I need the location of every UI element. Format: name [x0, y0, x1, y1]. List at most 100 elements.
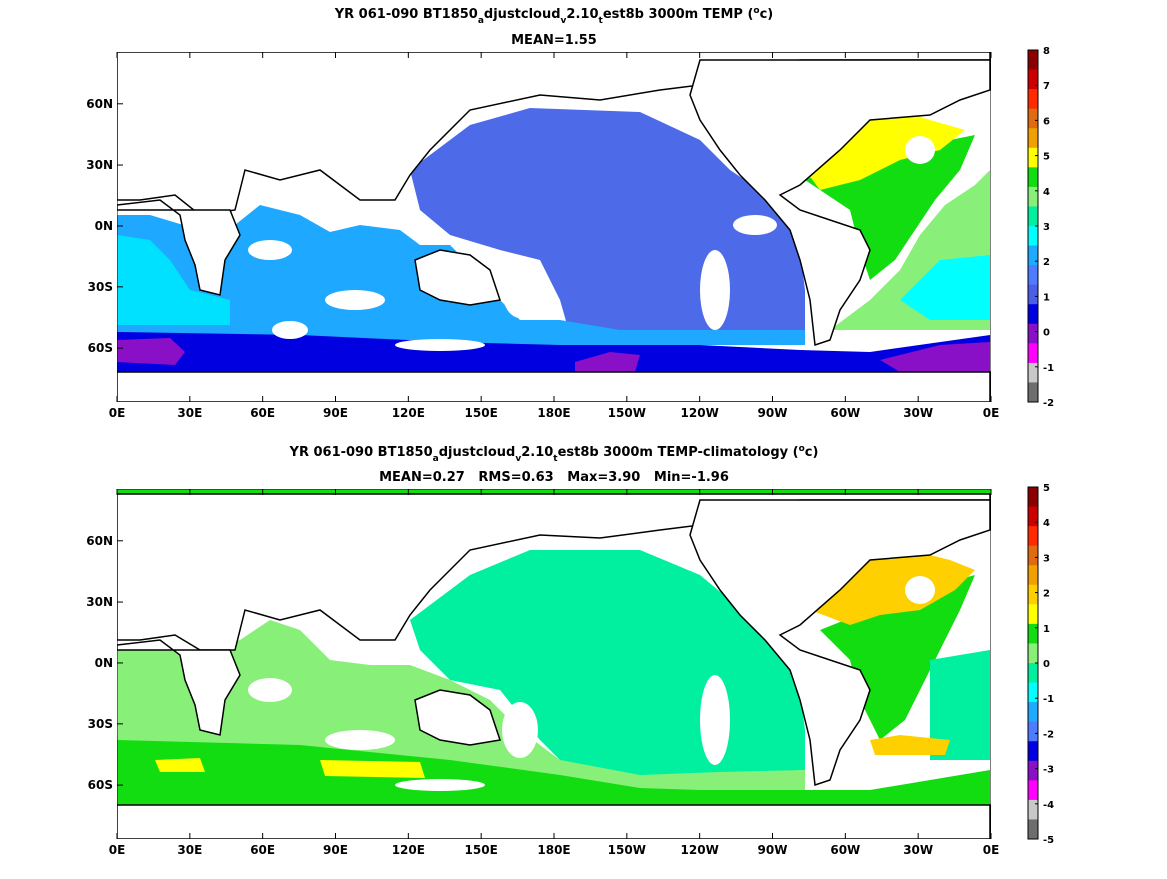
- panel-2: YR 061-090 BT1850adjustcloudv2.10test8b …: [86, 444, 1054, 857]
- panel-1-land-americas: [689, 59, 991, 347]
- colorbar-swatch: [1028, 50, 1038, 71]
- panel-2-land-americas: [689, 499, 991, 787]
- y-tick-label: 30N: [86, 595, 113, 609]
- panel-1-hole-2: [325, 290, 385, 310]
- panel-1-antarctic-purple-atlantic: [880, 342, 990, 372]
- x-tick-label: 120E: [392, 406, 425, 420]
- colorbar-swatch: [1028, 702, 1038, 723]
- colorbar-swatch: [1028, 206, 1038, 227]
- panel-2-land-antarctica: [117, 804, 991, 839]
- colorbar-tick-label: 5: [1043, 483, 1050, 494]
- colorbar-swatch: [1028, 545, 1038, 566]
- colorbar-tick-label: 4: [1043, 518, 1050, 529]
- colorbar-swatch: [1028, 186, 1038, 207]
- x-tick-label: 0E: [983, 406, 1000, 420]
- panel-2-atlantic-north: [810, 550, 975, 625]
- colorbar-swatch: [1028, 226, 1038, 247]
- x-tick-label: 30E: [177, 406, 202, 420]
- panel-1-antarctic-purple-pacific: [575, 352, 640, 372]
- colorbar-swatch: [1028, 584, 1038, 605]
- x-tick-label: 150E: [465, 406, 498, 420]
- y-tick-label: 0N: [95, 656, 113, 670]
- colorbar-swatch: [1028, 108, 1038, 129]
- panel-2-stats: MEAN=0.27 RMS=0.63 Max=3.90 Min=-1.96: [379, 470, 729, 485]
- panel-1: YR 061-090 BT1850adjustcloudv2.10test8b …: [86, 6, 1054, 420]
- x-tick-label: 150W: [608, 843, 646, 857]
- panel-1-stats: MEAN=1.55: [511, 33, 597, 48]
- colorbar-swatch: [1028, 167, 1038, 188]
- panel-1-axes: 0E 30E 60E 90E 120E 150E 180E 150W 120W 90W 60W 30W…: [86, 52, 999, 420]
- panel-2-atlantic-south-yellow: [870, 735, 950, 755]
- panel-2-land-africa: [117, 639, 241, 736]
- x-tick-label: 120W: [681, 843, 719, 857]
- panel-2-southern-ocean: [117, 740, 990, 805]
- colorbar-swatch: [1028, 487, 1038, 508]
- colorbar-tick-label: -4: [1043, 800, 1054, 811]
- panel-1-land-antarctica: [117, 371, 991, 402]
- x-tick-label: 0E: [983, 843, 1000, 857]
- panel-1-hole-5: [395, 339, 485, 351]
- panel-1-map: [117, 52, 991, 402]
- colorbar-tick-label: -5: [1043, 835, 1054, 846]
- colorbar-swatch: [1028, 506, 1038, 527]
- x-tick-label: 180E: [537, 843, 570, 857]
- x-tick-label: 90E: [323, 406, 348, 420]
- panel-1-south-band: [117, 235, 230, 325]
- panel-2-axes: 0E 30E 60E 90E 120E 150E 180E 150W 120W 90W 60W 30W…: [86, 489, 999, 857]
- colorbar-swatch: [1028, 663, 1038, 684]
- colorbar-swatch: [1028, 265, 1038, 286]
- colorbar-swatch: [1028, 604, 1038, 625]
- panel-2-yellow-patch-west: [155, 758, 205, 772]
- panel-2-hole-1: [248, 678, 292, 702]
- x-tick-label: 90W: [758, 406, 788, 420]
- x-tick-label: 60E: [250, 406, 275, 420]
- x-tick-label: 120E: [392, 843, 425, 857]
- panel-2-hole-5: [905, 576, 935, 604]
- colorbar-tick-label: 3: [1043, 553, 1050, 564]
- colorbar-tick-label: 7: [1043, 81, 1050, 92]
- panel-2-hole-4: [395, 779, 485, 791]
- panel-1-hole-6: [733, 215, 777, 235]
- colorbar-tick-label: 1: [1043, 624, 1050, 635]
- panel-2-atlantic-lime: [930, 650, 990, 760]
- x-tick-label: 0E: [109, 406, 126, 420]
- x-tick-label: 60W: [830, 406, 860, 420]
- y-tick-label: 30S: [88, 280, 113, 294]
- x-tick-label: 180E: [537, 406, 570, 420]
- colorbar-swatch: [1028, 741, 1038, 762]
- panel-1-land-australia: [414, 249, 501, 306]
- colorbar-swatch: [1028, 721, 1038, 742]
- colorbar-swatch: [1028, 780, 1038, 801]
- panel-1-hole-8: [905, 136, 935, 164]
- colorbar-swatch: [1028, 89, 1038, 110]
- colorbar-swatch: [1028, 69, 1038, 90]
- x-tick-label: 90W: [758, 843, 788, 857]
- panel-1-hole-1: [248, 240, 292, 260]
- y-tick-label: 30S: [88, 717, 113, 731]
- colorbar-tick-label: 0: [1043, 328, 1050, 339]
- x-tick-label: 30E: [177, 843, 202, 857]
- y-tick-label: 0N: [95, 219, 113, 233]
- colorbar-tick-label: 5: [1043, 152, 1050, 163]
- colorbar-swatch: [1028, 147, 1038, 168]
- colorbar-tick-label: 4: [1043, 187, 1050, 198]
- panel-2-hole-3: [700, 675, 730, 765]
- panel-1-title: YR 061-090 BT1850adjustcloudv2.10test8b …: [334, 6, 774, 26]
- y-tick-label: 60N: [86, 534, 113, 548]
- panel-2-land-australia: [414, 689, 501, 746]
- colorbar-tick-label: -2: [1043, 398, 1054, 409]
- panel-1-hole-3: [272, 321, 308, 339]
- colorbar-swatch: [1028, 565, 1038, 586]
- colorbar-tick-label: 2: [1043, 589, 1050, 600]
- x-tick-label: 60E: [250, 843, 275, 857]
- colorbar-tick-label: 3: [1043, 222, 1050, 233]
- colorbar-tick-label: 2: [1043, 257, 1050, 268]
- panel-2-hole-2: [325, 730, 395, 750]
- x-tick-label: 30W: [903, 406, 933, 420]
- colorbar-swatch: [1028, 799, 1038, 820]
- panel-2-title: YR 061-090 BT1850adjustcloudv2.10test8b …: [289, 444, 819, 464]
- colorbar-tick-label: -2: [1043, 729, 1054, 740]
- panel-1-atlantic-north: [805, 110, 965, 190]
- panel-2-colorbar: 5 4 3 2 1 0 -1 -2 -3 -4 -5: [1027, 483, 1054, 846]
- colorbar-swatch: [1028, 284, 1038, 305]
